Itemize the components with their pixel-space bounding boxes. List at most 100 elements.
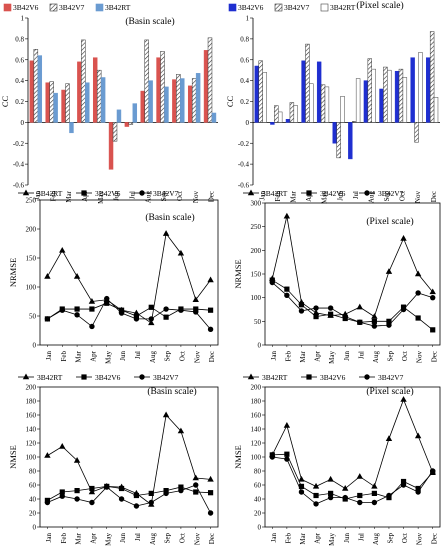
point-circle xyxy=(148,316,154,322)
x-tick-label: Jan xyxy=(270,351,278,361)
bar xyxy=(61,89,66,123)
point-square xyxy=(81,374,87,380)
series-3B42RT xyxy=(37,55,217,134)
point-circle xyxy=(386,492,392,499)
y-tick-label: 20 xyxy=(254,510,262,518)
legend-swatch xyxy=(228,3,237,12)
x-tick-label: May xyxy=(328,533,336,546)
point-square xyxy=(89,306,95,312)
x-tick-label: Sep xyxy=(383,191,391,202)
bar xyxy=(112,122,118,142)
point-square xyxy=(400,478,407,485)
series-3B42V6 xyxy=(269,277,436,333)
x-tick-label: Dec xyxy=(430,191,438,202)
y-tick-label: 0.8 xyxy=(15,35,24,43)
bar xyxy=(367,58,372,123)
bar xyxy=(49,81,54,123)
point-circle xyxy=(430,294,436,301)
point-square xyxy=(415,485,421,492)
y-tick-label: 200 xyxy=(251,247,262,255)
x-tick-label: Apr xyxy=(314,532,322,544)
series-3B42V7 xyxy=(33,37,213,142)
point-circle xyxy=(178,487,184,494)
series-3B42V7 xyxy=(269,454,436,507)
x-tick-label: Jan xyxy=(270,533,278,543)
bar xyxy=(285,118,291,123)
point-triangle xyxy=(177,427,185,434)
point-circle xyxy=(269,279,275,286)
point-square xyxy=(328,311,334,317)
legend-label: 3B42V7 xyxy=(284,3,310,12)
chart-2: -0.6 -0.4 -0.2 0 0.2 0.4 0.6 0.8 1 CC (Pixel scale… xyxy=(225,0,440,204)
y-tick-label: 40 xyxy=(29,496,37,504)
point-triangle xyxy=(207,276,214,283)
y-tick-label: -0.2 xyxy=(13,140,25,148)
x-tick-label: Oct xyxy=(179,351,187,361)
point-circle xyxy=(327,305,334,311)
y-tick-label: 180 xyxy=(251,398,262,406)
bar xyxy=(402,77,408,123)
point-triangle xyxy=(385,268,393,274)
point-triangle xyxy=(371,482,378,489)
x-tick-label: Mar xyxy=(290,190,298,202)
y-axis-label: NRMSE xyxy=(233,259,243,288)
series-3B42RT xyxy=(269,212,436,319)
point-square xyxy=(298,483,305,489)
y-tick-label: 160 xyxy=(251,412,262,420)
y-tick-label: 0.2 xyxy=(240,98,249,106)
point-triangle xyxy=(162,230,170,236)
point-triangle xyxy=(356,303,363,310)
point-circle xyxy=(342,494,348,501)
chart-title: (Basin scale) xyxy=(125,16,174,27)
point-circle xyxy=(430,468,436,474)
bar xyxy=(414,122,419,143)
y-tick-label: 80 xyxy=(254,468,262,476)
bar xyxy=(85,82,90,123)
x-tick-label: Aug xyxy=(149,351,157,364)
bar xyxy=(309,83,314,123)
legend-label: 3B42V7 xyxy=(378,373,404,382)
x-tick-label: Nov xyxy=(193,533,201,546)
y-tick-label: 0 xyxy=(246,119,250,127)
x-tick-label: Aug xyxy=(372,351,380,364)
chart-title: (Basin scale) xyxy=(147,386,196,397)
bar xyxy=(433,97,439,123)
bar xyxy=(37,55,43,123)
point-circle xyxy=(74,312,80,318)
point-triangle xyxy=(192,474,199,481)
point-square xyxy=(74,488,80,494)
x-tick-label: Apr xyxy=(314,350,322,362)
point-circle xyxy=(342,313,348,320)
bar xyxy=(207,37,213,123)
y-tick-label: 0 xyxy=(258,342,262,350)
bar xyxy=(418,52,423,123)
bar xyxy=(277,111,283,123)
point-circle xyxy=(148,499,154,506)
y-tick-label: -0.4 xyxy=(238,161,250,169)
legend-label: 3B42V7 xyxy=(153,189,179,198)
x-tick-label: Jul xyxy=(129,191,137,199)
x-tick-label: May xyxy=(104,533,112,546)
point-triangle xyxy=(400,396,407,402)
y-tick-label: 120 xyxy=(251,440,262,448)
x-tick-label: Dec xyxy=(208,191,216,202)
point-triangle xyxy=(356,473,363,479)
y-tick-label: -0.4 xyxy=(13,161,25,169)
x-tick-label: Dec xyxy=(430,351,438,362)
x-tick-label: Dec xyxy=(208,533,216,544)
x-tick-label: Oct xyxy=(179,533,187,543)
point-triangle xyxy=(283,212,291,219)
bar xyxy=(363,80,369,123)
point-circle xyxy=(284,456,290,462)
bar xyxy=(164,86,169,123)
bar xyxy=(92,57,98,123)
legend-swatch xyxy=(49,3,58,12)
y-tick-label: -0.6 xyxy=(238,182,250,190)
x-tick-label: Oct xyxy=(176,191,184,201)
bar xyxy=(289,102,295,123)
point-triangle xyxy=(73,457,81,463)
point-triangle xyxy=(59,246,66,253)
chart-6: 0 20 40 60 80 100 120 140 160 180 200 NMSE (Pixel sc… xyxy=(233,373,441,546)
x-tick-label: Mar xyxy=(65,190,73,202)
bar xyxy=(124,122,130,127)
